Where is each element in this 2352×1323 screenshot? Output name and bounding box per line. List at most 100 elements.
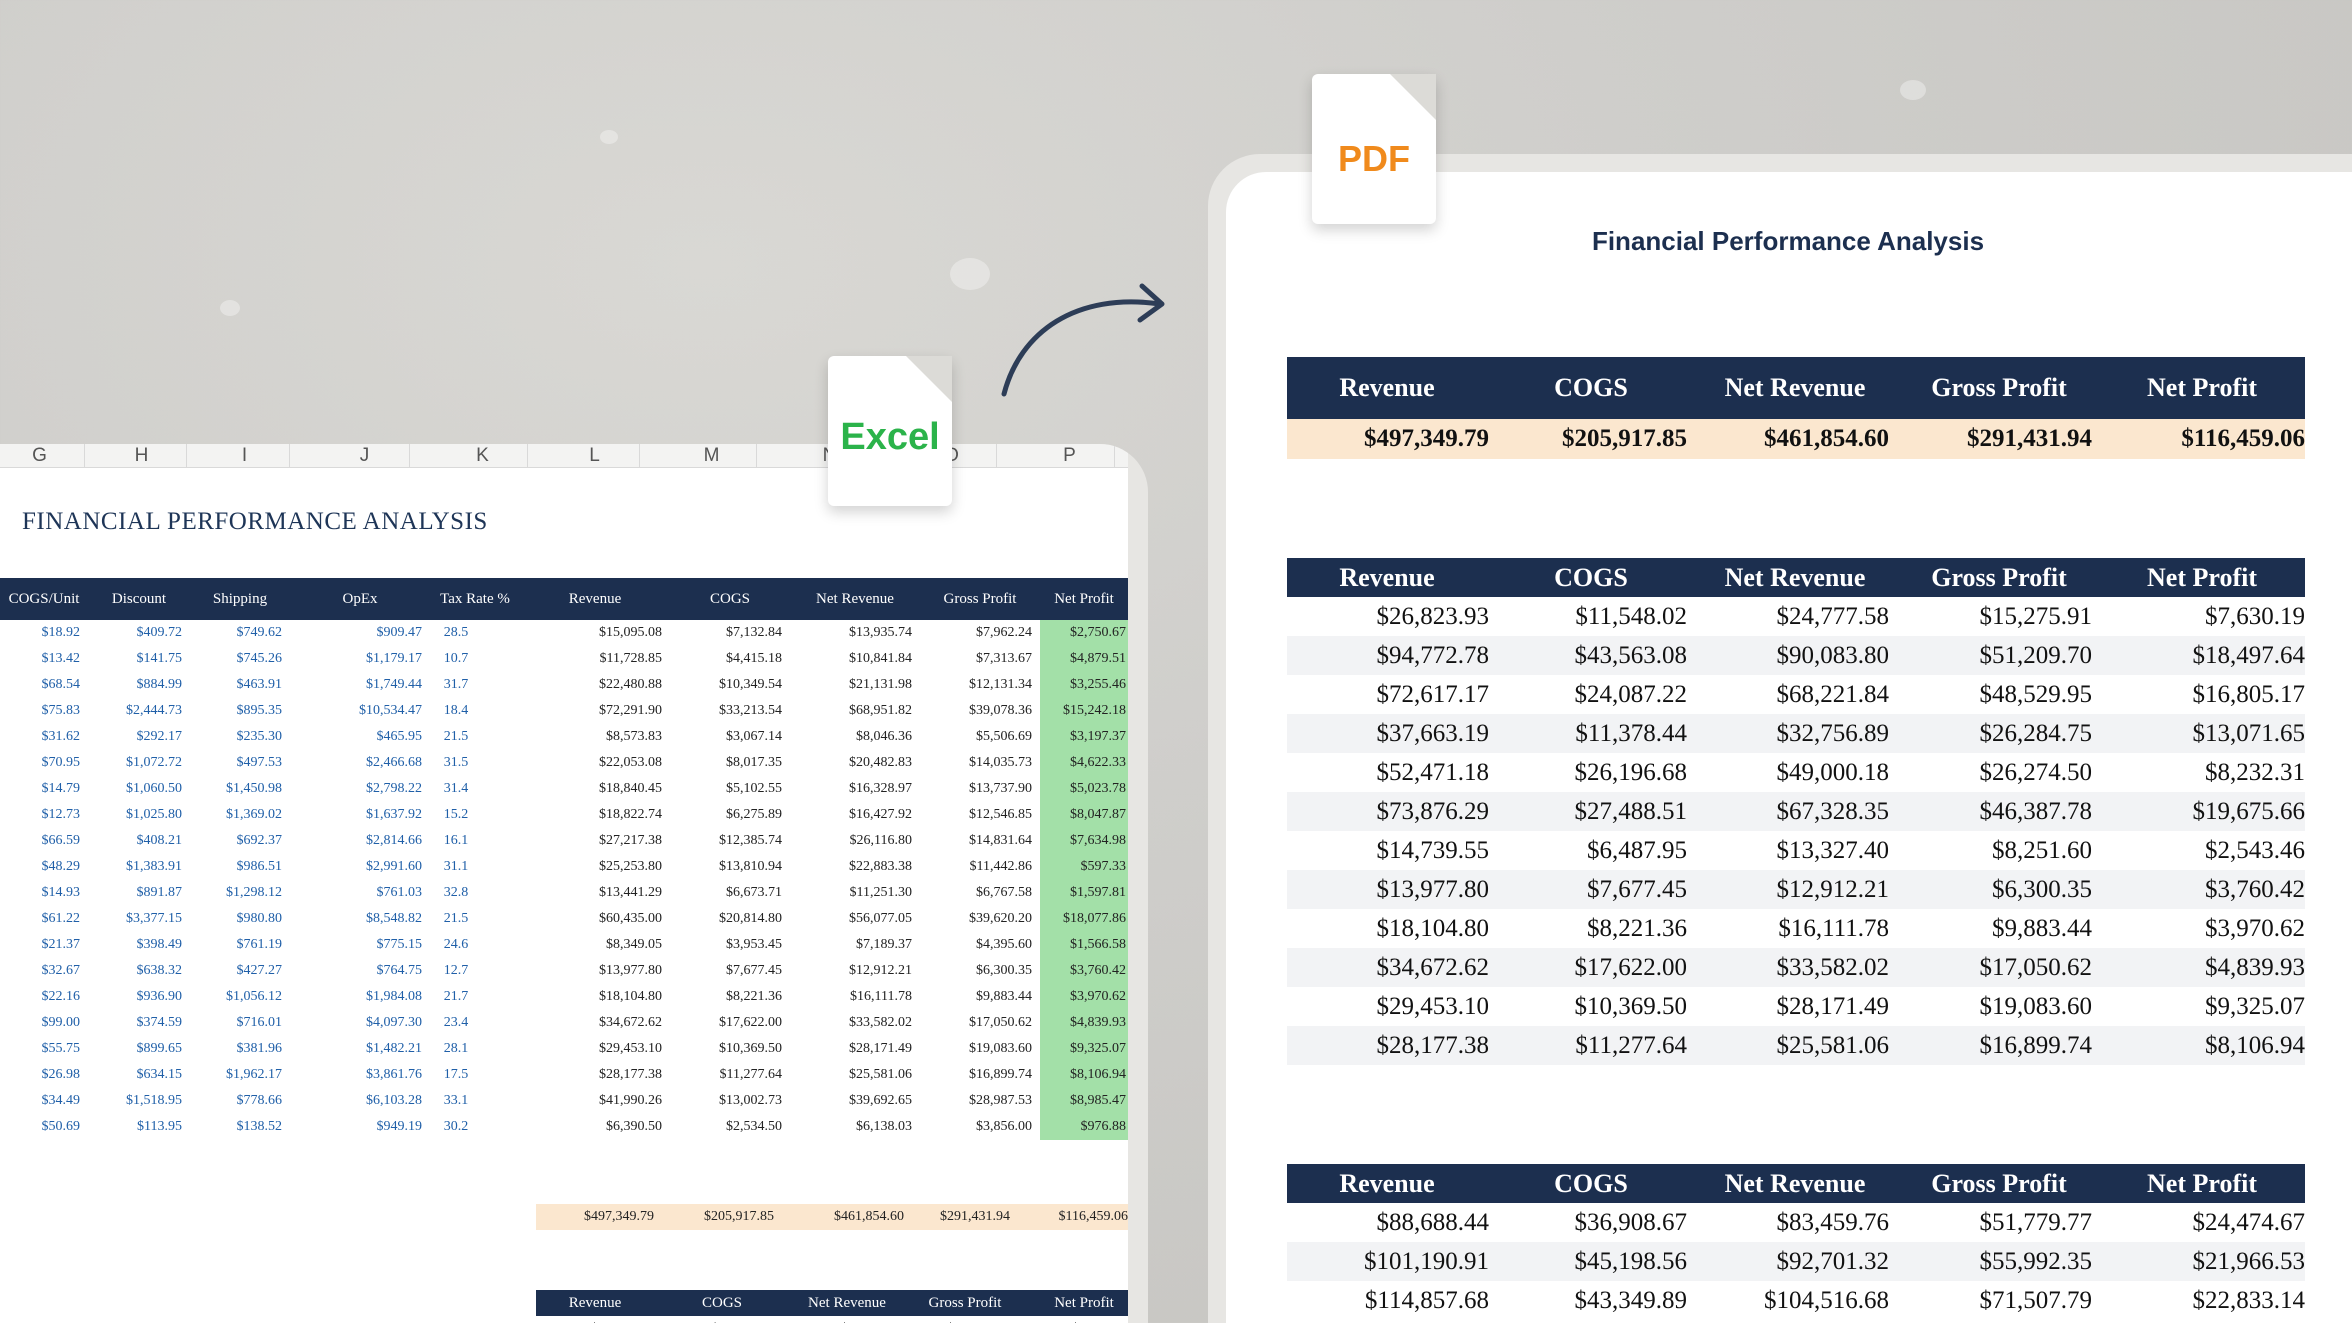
pdf-table-cell: $72,617.17 [1376, 681, 1490, 708]
table-cell: $497.53 [236, 755, 283, 770]
table-cell: $11,442.86 [969, 859, 1032, 874]
pdf-table-cell: $52,471.18 [1376, 759, 1490, 786]
pdf-table-cell: $71,507.79 [1979, 1287, 2093, 1314]
table-cell: $10,369.50 [719, 1041, 782, 1056]
table-row: $55.75 $899.65 $381.96 $1,482.21 28.1 $29,453… [0, 1036, 1128, 1062]
pdf-detail-table-1: Revenue COGS Net Revenue Gross Profit Net Pr… [1287, 558, 2305, 1065]
background-texture-spot [220, 300, 240, 316]
table-cell: $1,179.17 [366, 651, 422, 666]
column-header-bar: GHIJKLMNOP [0, 444, 1128, 468]
pdf-table-cell: $114,857.68 [1364, 1287, 1489, 1314]
table-cell: $638.32 [136, 963, 183, 978]
table-cell: $6,390.50 [606, 1119, 662, 1134]
background-texture-spot [950, 258, 990, 290]
table-cell: $1,072.72 [126, 755, 182, 770]
table-cell: $1,637.92 [366, 807, 422, 822]
table-cell: $28,171.49 [849, 1041, 912, 1056]
table-cell: $33,582.02 [849, 1015, 912, 1030]
pdf-table-row: $34,672.62 $17,622.00 $33,582.02 $17,050.62… [1287, 948, 2305, 987]
table-cell: $29,453.10 [599, 1041, 662, 1056]
pdf-document-panel: Financial Performance Analysis Revenue CO… [1208, 154, 2352, 1323]
table-cell: $8,047.87 [1040, 802, 1128, 828]
pdf-table-cell: $19,083.60 [1979, 993, 2093, 1020]
pdf-table-cell: $29,453.10 [1376, 993, 1490, 1020]
table-row: $99.00 $374.59 $716.01 $4,097.30 23.4 $34,672… [0, 1010, 1128, 1036]
summary-header-cell: Gross Profit [928, 1295, 1002, 1311]
column-letter: H [97, 444, 187, 468]
table-cell: $408.21 [136, 833, 183, 848]
table-cell: $463.91 [236, 677, 283, 692]
column-letter: P [1025, 444, 1115, 468]
table-row: $50.69 $113.95 $138.52 $949.19 30.2 $6,390.50… [0, 1114, 1128, 1140]
table-cell: $20,814.80 [719, 911, 782, 926]
table-row: $13.42 $141.75 $745.26 $1,179.17 10.7 $11,728… [0, 646, 1128, 672]
pdf-table-cell: $101,190.91 [1364, 1248, 1489, 1275]
table-row: $66.59 $408.21 $692.37 $2,814.66 16.1 $27,217… [0, 828, 1128, 854]
total-cell: $205,917.85 [704, 1209, 774, 1224]
pdf-table-cell: $16,805.17 [2192, 681, 2306, 708]
table-cell: $9,883.44 [976, 989, 1032, 1004]
table-cell: $7,634.98 [1040, 828, 1128, 854]
pdf-table-row: $72,617.17 $24,087.22 $68,221.84 $48,529.95… [1287, 675, 2306, 714]
table-cell: $749.62 [236, 625, 283, 640]
total-cell: $461,854.60 [834, 1209, 904, 1224]
pdf-table-cell: $49,000.18 [1776, 759, 1890, 786]
table-cell: $2,798.22 [366, 781, 422, 796]
summary-cell: $24,777.58 [790, 1316, 904, 1323]
table-cell: $16,899.74 [969, 1067, 1032, 1082]
table-cell: $50.69 [41, 1119, 81, 1134]
table-cell: 31.7 [443, 677, 469, 692]
column-letter: J [320, 444, 410, 468]
table-cell: $70.95 [41, 755, 81, 770]
table-cell: $12,131.34 [969, 677, 1032, 692]
pdf-header-cell: Net Profit [2147, 563, 2257, 592]
table-cell: $15,095.08 [599, 625, 662, 640]
table-cell: $1,060.50 [126, 781, 182, 796]
pdf-table-cell: $11,277.64 [1575, 1032, 1687, 1059]
table-cell: 21.5 [443, 911, 469, 926]
pdf-table-row: $94,772.78 $43,563.08 $90,083.80 $51,209.70… [1287, 636, 2305, 675]
table-cell: $6,138.03 [856, 1119, 912, 1134]
pdf-header-cell: Net Revenue [1724, 373, 1866, 402]
background-texture-spot [1900, 80, 1926, 100]
table-cell: 24.6 [443, 937, 469, 952]
table-cell: $3,856.00 [976, 1119, 1032, 1134]
table-cell: $61.22 [41, 911, 81, 926]
pdf-header-cell: Revenue [1339, 1169, 1435, 1198]
pdf-table-row: $101,190.91 $45,198.56 $92,701.32 $55,992.3… [1287, 1242, 2305, 1281]
table-cell: $1,518.95 [126, 1093, 182, 1108]
pdf-table-header: Revenue COGS Net Revenue Gross Profit Net Pr… [1287, 357, 2305, 419]
table-cell: $22,053.08 [599, 755, 662, 770]
table-cell: $8,985.47 [1040, 1088, 1128, 1114]
pdf-table-cell: $16,111.78 [1778, 915, 1889, 942]
table-cell: 32.8 [443, 885, 469, 900]
table-cell: $4,415.18 [726, 651, 782, 666]
table-cell: $1,566.58 [1040, 932, 1128, 958]
table-cell: $2,444.73 [126, 703, 182, 718]
excel-file-icon: Excel [828, 356, 952, 506]
pdf-table-row: $73,876.29 $27,488.51 $67,328.35 $46,387.78… [1287, 792, 2305, 831]
table-cell: $6,767.58 [976, 885, 1032, 900]
pdf-table-cell: $8,221.36 [1587, 915, 1687, 942]
pdf-table-cell: $7,630.19 [2205, 603, 2305, 630]
pdf-table-cell: $27,488.51 [1574, 798, 1688, 825]
table-row: $68.54 $884.99 $463.91 $1,749.44 31.7 $22,480… [0, 672, 1128, 698]
excel-icon-label: Excel [840, 416, 940, 458]
table-row: $34.49 $1,518.95 $778.66 $6,103.28 33.1 $41,9… [0, 1088, 1128, 1114]
pdf-summary-value: $291,431.94 [1967, 425, 2092, 452]
table-cell: $14.93 [41, 885, 81, 900]
table-cell: $2,534.50 [726, 1119, 782, 1134]
total-cell: $291,431.94 [940, 1209, 1010, 1224]
table-cell: $14,035.73 [969, 755, 1032, 770]
column-header: Revenue [568, 591, 622, 607]
table-cell: $1,597.81 [1040, 880, 1128, 906]
table-cell: $3,760.42 [1040, 958, 1128, 984]
pdf-table-cell: $33,582.02 [1776, 954, 1890, 981]
summary-table-row: $26,823.93 $11,548.02 $24,777.58 $15,275.91… [536, 1316, 1128, 1323]
table-cell: 31.4 [443, 781, 469, 796]
summary-table-header: Revenue COGS Net Revenue Gross Profit Net Pr… [536, 1290, 1128, 1316]
table-cell: $1,056.12 [226, 989, 282, 1004]
table-cell: $33,213.54 [719, 703, 782, 718]
convert-arrow-icon [1001, 283, 1165, 397]
table-row: $75.83 $2,444.73 $895.35 $10,534.47 18.4 $72,… [0, 698, 1128, 724]
